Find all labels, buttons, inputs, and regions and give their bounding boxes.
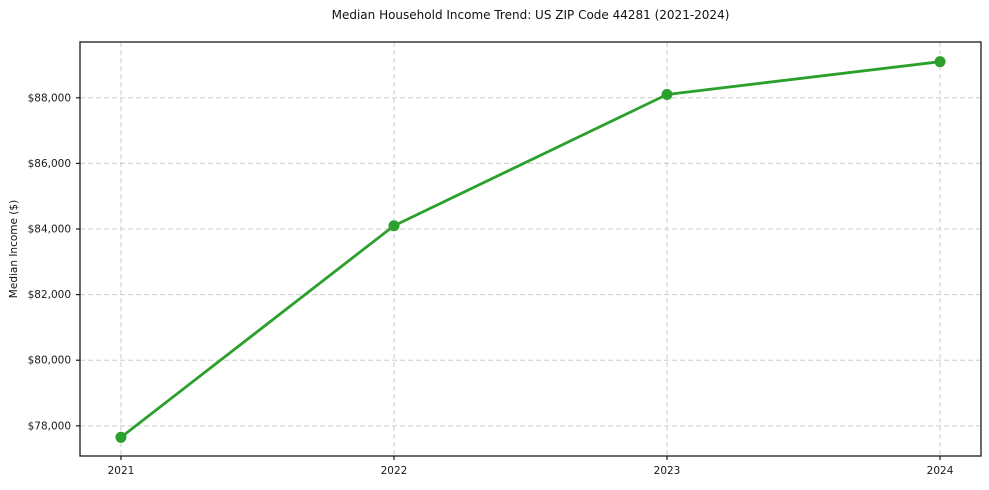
- y-tick-label: $78,000: [28, 420, 71, 432]
- chart-title: Median Household Income Trend: US ZIP Co…: [331, 8, 730, 22]
- data-line: [119, 60, 942, 439]
- data-point: [934, 56, 946, 68]
- x-tick-label: 2023: [654, 465, 681, 477]
- x-tick-label: 2022: [381, 465, 408, 477]
- y-tick-label: $80,000: [28, 355, 71, 367]
- data-point: [661, 88, 673, 100]
- data-point: [388, 220, 400, 232]
- plot-frame: [79, 41, 982, 457]
- y-tick-label: $84,000: [28, 223, 71, 235]
- x-tick-label: 2021: [108, 465, 135, 477]
- data-point: [115, 431, 127, 443]
- x-tick-label: 2024: [927, 465, 954, 477]
- y-tick-label: $86,000: [28, 158, 71, 170]
- y-tick-label: $88,000: [28, 92, 71, 104]
- y-tick-label: $82,000: [28, 289, 71, 301]
